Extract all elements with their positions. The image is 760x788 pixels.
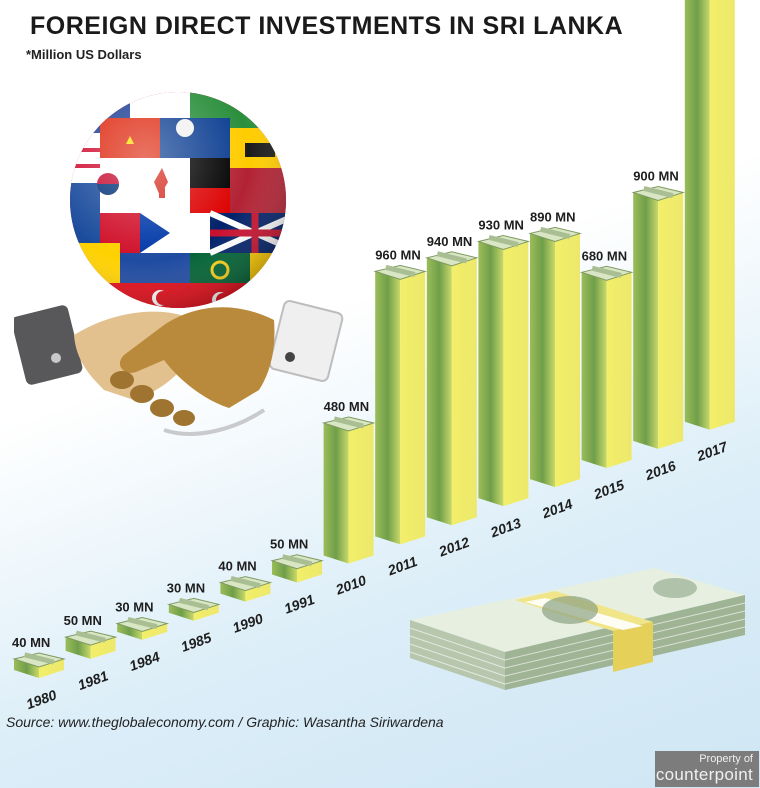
bar-value-label: 900 MN bbox=[633, 168, 679, 183]
bar-top-band bbox=[436, 251, 468, 264]
bars-group: 40 MN 1980 50 MN 1981 30 MN 1984 30 MN 1985 40 M… bbox=[12, 0, 735, 712]
bar-right-face bbox=[245, 582, 271, 602]
bar bbox=[631, 185, 686, 449]
bar-top-band bbox=[75, 630, 106, 643]
globe-illustration bbox=[70, 92, 286, 308]
bar-left-face bbox=[272, 560, 297, 583]
bar bbox=[321, 416, 376, 564]
bar bbox=[528, 226, 582, 488]
bar-left-face bbox=[117, 623, 143, 640]
x-tick-label: 1991 bbox=[282, 591, 317, 617]
bar-right-face bbox=[606, 272, 632, 468]
bar bbox=[218, 576, 273, 602]
x-tick-label: 2011 bbox=[385, 553, 420, 579]
bar-value-label: 960 MN bbox=[375, 247, 421, 262]
x-tick-label: 2014 bbox=[539, 495, 575, 521]
watermark-logo: counterpoint bbox=[655, 765, 753, 784]
bar-top-band bbox=[23, 652, 55, 665]
bar bbox=[115, 616, 170, 640]
money-stack-illustration bbox=[409, 568, 746, 690]
handshake-illustration bbox=[14, 300, 344, 436]
x-tick-label: 2016 bbox=[642, 457, 678, 483]
bar-right-face bbox=[90, 637, 116, 659]
bar-value-label: 680 MN bbox=[582, 248, 628, 263]
bar-right-face bbox=[709, 0, 735, 430]
bar-left-face bbox=[530, 233, 555, 488]
x-tick-label: 2012 bbox=[436, 534, 472, 560]
bar-top-band bbox=[591, 265, 622, 278]
bar-value-label: 940 MN bbox=[427, 234, 473, 249]
bar bbox=[579, 265, 634, 468]
bar-top-band bbox=[127, 616, 158, 630]
bar-right-face bbox=[193, 604, 219, 621]
bar-value-label: 50 MN bbox=[64, 613, 102, 628]
bar-left-face bbox=[478, 241, 504, 507]
bar-right-face bbox=[555, 233, 580, 488]
bar-top-band bbox=[488, 234, 519, 248]
bar-right-face bbox=[39, 658, 64, 678]
bar bbox=[270, 554, 324, 583]
bar bbox=[684, 0, 735, 430]
bar-right-face bbox=[142, 623, 168, 640]
bar-value-label: 480 MN bbox=[324, 399, 370, 414]
bar-value-label: 30 MN bbox=[115, 600, 153, 615]
bar bbox=[63, 630, 118, 659]
bar bbox=[166, 597, 221, 621]
bar-value-label: 930 MN bbox=[478, 217, 524, 232]
x-tick-label: 1985 bbox=[179, 629, 214, 655]
bar bbox=[424, 251, 479, 526]
bar-left-face bbox=[426, 257, 452, 526]
bar bbox=[476, 234, 531, 507]
watermark-line1: Property of bbox=[699, 753, 753, 765]
bar-left-face bbox=[220, 582, 246, 602]
bar-left-face bbox=[581, 272, 607, 468]
unit-note: *Million US Dollars bbox=[26, 47, 142, 62]
bar-top-band bbox=[178, 597, 210, 611]
x-tick-label: 1980 bbox=[24, 686, 59, 712]
watermark: Property of counterpoint bbox=[655, 751, 759, 787]
source-credit: Source: www.theglobaleconomy.com / Graph… bbox=[6, 714, 444, 730]
bar-value-label: 890 MN bbox=[530, 209, 576, 224]
bar-right-face bbox=[348, 422, 374, 564]
bar-left-face bbox=[375, 271, 401, 545]
bar-left-face bbox=[168, 604, 194, 621]
x-tick-label: 1981 bbox=[76, 667, 111, 693]
bar-left-face bbox=[684, 0, 710, 430]
bar-left-face bbox=[65, 637, 91, 659]
bar-left-face bbox=[323, 422, 349, 564]
x-tick-label: 2010 bbox=[333, 572, 369, 598]
bar-top-band bbox=[539, 226, 571, 240]
bar-value-label: 50 MN bbox=[270, 537, 308, 552]
bar-right-face bbox=[451, 257, 477, 526]
x-tick-label: 1990 bbox=[230, 610, 265, 636]
bar-top-band bbox=[333, 416, 364, 429]
bar-right-face bbox=[297, 560, 322, 583]
bar-top-band bbox=[385, 264, 416, 277]
bar-top-band bbox=[643, 185, 674, 199]
bar-top-band bbox=[230, 576, 261, 589]
bar bbox=[373, 264, 428, 545]
x-tick-label: 2017 bbox=[694, 438, 731, 464]
bar-left-face bbox=[633, 192, 659, 449]
bar-left-face bbox=[14, 658, 39, 678]
x-tick-label: 2013 bbox=[487, 515, 523, 541]
x-tick-label: 2015 bbox=[591, 476, 627, 502]
bar-right-face bbox=[503, 241, 529, 507]
bar bbox=[12, 652, 66, 678]
bar-value-label: 40 MN bbox=[218, 559, 256, 574]
bar-right-face bbox=[658, 192, 684, 449]
x-tick-label: 1984 bbox=[127, 648, 162, 674]
chart-title: FOREIGN DIRECT INVESTMENTS IN SRI LANKA bbox=[30, 12, 624, 40]
bar-value-label: 40 MN bbox=[12, 635, 50, 650]
bar-right-face bbox=[400, 271, 426, 545]
bar-top-band bbox=[281, 554, 313, 567]
bar-value-label: 30 MN bbox=[167, 580, 205, 595]
